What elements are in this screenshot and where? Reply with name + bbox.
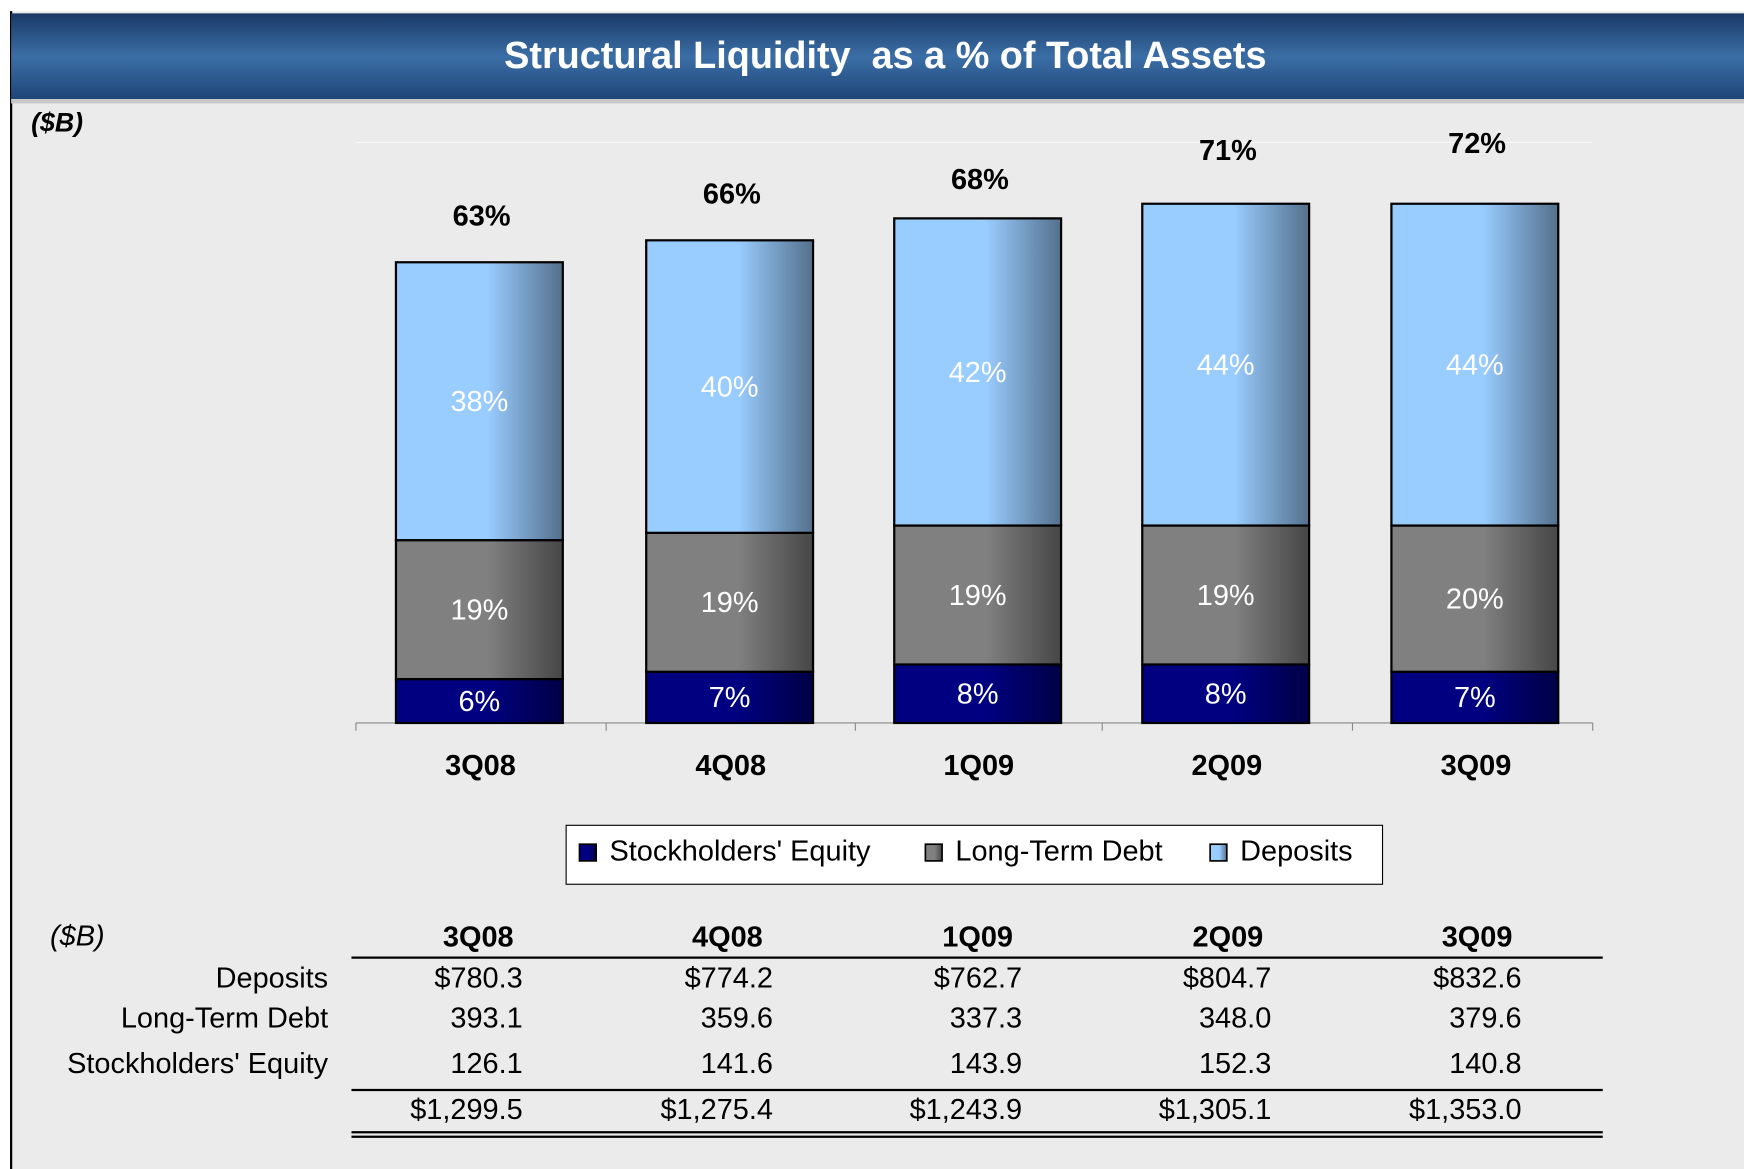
row-label: Stockholders' Equity <box>67 1048 329 1080</box>
x-tick-label: 1Q09 <box>943 750 1014 782</box>
table-cell: 140.8 <box>1449 1048 1521 1080</box>
bar-segment <box>1390 202 1560 527</box>
bar-segment <box>1141 524 1311 666</box>
table-cell: 337.3 <box>950 1003 1022 1035</box>
unit-label: ($B) <box>31 108 83 138</box>
segment-label: 6% <box>458 686 500 718</box>
bar-segment <box>1390 524 1560 673</box>
total-label: 71% <box>1199 135 1257 167</box>
segment-label: 44% <box>1197 350 1255 382</box>
table-header: 3Q08 <box>443 921 514 953</box>
bar-segment <box>1141 663 1311 725</box>
table-total: $1,243.9 <box>910 1094 1023 1126</box>
legend-label: Long-Term Debt <box>955 836 1162 868</box>
segment-label: 19% <box>949 580 1007 612</box>
segment-label: 40% <box>701 371 759 403</box>
table-cell: 152.3 <box>1199 1048 1271 1080</box>
table-total: $1,305.1 <box>1159 1094 1272 1126</box>
segment-label: 19% <box>701 587 759 619</box>
table-cell: 126.1 <box>450 1048 522 1080</box>
table-cell: $762.7 <box>934 963 1022 995</box>
bar-segment <box>645 239 815 534</box>
table-total: $1,299.5 <box>410 1094 523 1126</box>
bar-segment <box>645 531 815 673</box>
table-header: 1Q09 <box>942 921 1013 953</box>
table-unit: ($B) <box>50 920 105 952</box>
bar-segment <box>1390 670 1560 725</box>
bar-segment <box>394 261 564 542</box>
x-tick-label: 2Q09 <box>1191 750 1262 782</box>
table-cell: $832.6 <box>1433 963 1521 995</box>
segment-label: 7% <box>709 682 751 714</box>
total-label: 68% <box>951 164 1009 196</box>
table-cell: 141.6 <box>701 1048 773 1080</box>
segment-label: 19% <box>1197 580 1255 612</box>
legend-box <box>565 824 1384 885</box>
bar-segment <box>394 539 564 681</box>
row-label: Long-Term Debt <box>121 1003 328 1035</box>
header-bar <box>11 13 1744 101</box>
segment-label: 20% <box>1446 584 1504 616</box>
segment-label: 8% <box>1205 679 1247 711</box>
table-total: $1,353.0 <box>1409 1094 1522 1126</box>
segment-label: 19% <box>450 594 508 626</box>
header-rule <box>11 99 1744 104</box>
table-cell: 359.6 <box>701 1003 773 1035</box>
x-tick-label: 3Q08 <box>445 750 516 782</box>
segment-label: 44% <box>1446 350 1504 382</box>
table-cell: $780.3 <box>434 963 522 995</box>
total-label: 66% <box>703 178 761 210</box>
table-cell: 143.9 <box>950 1048 1022 1080</box>
legend-swatch <box>578 843 597 862</box>
legend-swatch <box>1209 843 1228 862</box>
table-cell: $774.2 <box>685 963 773 995</box>
chart-title: Structural Liquidity as a % of Total Ass… <box>504 35 1266 77</box>
table-cell: 348.0 <box>1199 1003 1271 1035</box>
segment-label: 42% <box>949 357 1007 389</box>
bar-segment <box>1141 202 1311 527</box>
row-label: Deposits <box>216 963 328 995</box>
table-total: $1,275.4 <box>660 1094 773 1126</box>
x-tick-label: 4Q08 <box>695 750 766 782</box>
bar-segment <box>893 217 1063 527</box>
table-cell: 379.6 <box>1449 1003 1521 1035</box>
total-label: 72% <box>1448 128 1506 160</box>
segment-label: 38% <box>450 386 508 418</box>
total-label: 63% <box>453 200 511 232</box>
legend-swatch <box>924 843 943 862</box>
table-header: 4Q08 <box>692 921 763 953</box>
x-tick-label: 3Q09 <box>1441 750 1512 782</box>
table-header: 3Q09 <box>1442 921 1513 953</box>
bar-segment <box>645 670 815 725</box>
segment-label: 8% <box>957 679 999 711</box>
legend-label: Deposits <box>1240 836 1352 868</box>
table-cell: $804.7 <box>1183 963 1271 995</box>
table-cell: 393.1 <box>450 1003 522 1035</box>
table-header: 2Q09 <box>1193 921 1264 953</box>
bar-segment <box>893 524 1063 666</box>
segment-label: 7% <box>1454 682 1496 714</box>
legend-label: Stockholders' Equity <box>610 836 872 868</box>
